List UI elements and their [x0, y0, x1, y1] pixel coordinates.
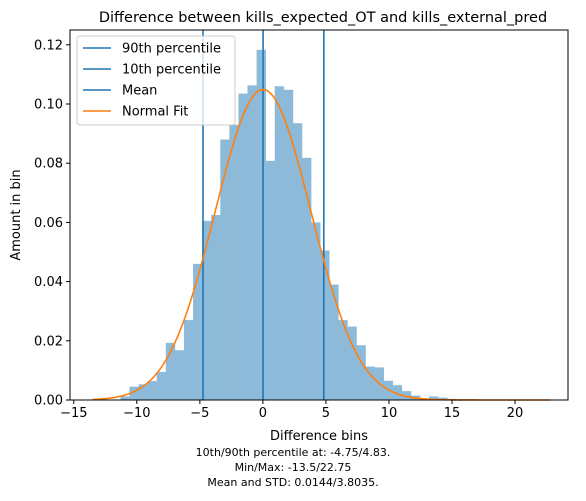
histogram-bar-25: [347, 326, 357, 400]
legend-label-3: Normal Fit: [122, 105, 188, 120]
histogram-bars: [120, 49, 457, 401]
x-tick-label-4: 5: [322, 406, 330, 421]
histogram-bar-8: [193, 263, 203, 400]
histogram-bar-6: [174, 350, 185, 400]
histogram-bar-24: [338, 320, 348, 400]
y-tick-label-4: 0.08: [34, 157, 63, 172]
x-tick-label-5: 10: [381, 406, 398, 421]
histogram-bar-14: [247, 85, 257, 401]
legend-label-1: 10th percentile: [122, 63, 221, 78]
y-axis-ticks: 0.00 0.02 0.04 0.06 0.08 0.10 0.12: [34, 38, 70, 409]
histogram-bar-22: [320, 250, 330, 400]
legend-items: 90th percentile 10th percentile Mean Normal…: [83, 42, 221, 120]
y-tick-label-3: 0.06: [34, 216, 63, 231]
y-tick-label-2: 0.04: [34, 275, 63, 290]
x-tick-label-3: 0: [259, 406, 267, 421]
histogram-bar-9: [202, 220, 212, 400]
x-tick-label-1: −10: [123, 406, 150, 421]
chart-title: Difference between kills_expected_OT and…: [99, 10, 547, 26]
histogram-bar-18: [283, 89, 294, 401]
histogram-bar-10: [211, 215, 221, 400]
histogram-bar-12: [229, 124, 239, 400]
histogram-figure: Difference between kills_expected_OT and…: [9, 10, 569, 444]
legend-label-0: 90th percentile: [122, 42, 221, 57]
x-tick-label-6: 15: [444, 406, 461, 421]
legend: 90th percentile 10th percentile Mean Normal…: [76, 35, 236, 126]
caption-percentiles: 10th/90th percentile at: -4.75/4.83.: [195, 446, 391, 459]
histogram-bar-35: [438, 397, 448, 400]
histogram-bar-30: [392, 385, 403, 400]
histogram-bar-34: [429, 396, 439, 400]
legend-label-2: Mean: [122, 84, 157, 99]
y-tick-label-0: 0.00: [34, 394, 63, 409]
histogram-bar-31: [401, 391, 412, 400]
histogram-bar-17: [274, 86, 285, 401]
y-tick-label-5: 0.10: [34, 98, 63, 113]
x-axis-ticks: −15 −10 −5 0 5 10 15 20: [60, 400, 523, 421]
x-axis-label: Difference bins: [270, 429, 368, 444]
histogram-bar-1: [129, 386, 139, 400]
histogram-bar-20: [301, 157, 312, 400]
caption-min-max: Min/Max: -13.5/22.75: [234, 461, 352, 474]
histogram-bar-7: [183, 320, 194, 400]
x-tick-label-7: 20: [507, 406, 524, 421]
histogram-bar-26: [356, 345, 366, 400]
x-tick-label-0: −15: [60, 406, 87, 421]
histogram-bar-13: [238, 93, 248, 400]
histogram-bar-23: [329, 284, 339, 400]
histogram-bar-2: [138, 384, 148, 400]
histogram-bar-27: [365, 366, 375, 400]
histogram-bar-0: [120, 396, 130, 400]
histogram-bar-11: [220, 139, 230, 400]
caption-mean-std: Mean and STD: 0.0144/3.8035.: [207, 476, 379, 489]
histogram-bar-16: [265, 160, 276, 400]
y-tick-label-6: 0.12: [34, 38, 63, 53]
y-tick-label-1: 0.02: [34, 334, 63, 349]
histogram-bar-5: [165, 342, 176, 400]
histogram-bar-4: [156, 371, 167, 400]
histogram-bar-3: [147, 381, 158, 400]
histogram-bar-15: [256, 49, 266, 400]
x-tick-label-2: −5: [190, 406, 209, 421]
histogram-bar-21: [311, 222, 321, 400]
histogram-bar-19: [292, 123, 303, 401]
plot-frame: [69, 29, 569, 401]
legend-box: [76, 35, 236, 126]
y-axis-label: Amount in bin: [9, 169, 24, 260]
